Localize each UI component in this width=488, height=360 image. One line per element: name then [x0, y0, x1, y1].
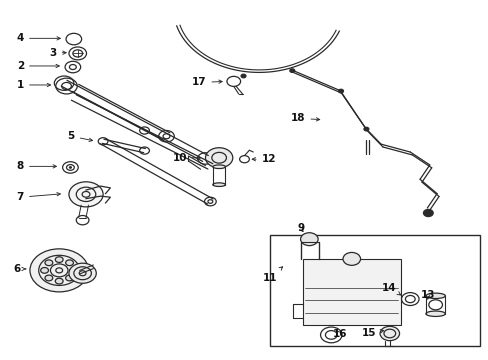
- Text: 17: 17: [191, 77, 222, 87]
- Circle shape: [289, 69, 294, 72]
- Circle shape: [69, 167, 71, 168]
- Text: 6: 6: [13, 264, 26, 274]
- Circle shape: [342, 252, 360, 265]
- Circle shape: [300, 233, 318, 246]
- Text: 7: 7: [17, 192, 60, 202]
- Ellipse shape: [425, 293, 445, 298]
- Bar: [303, 259, 400, 325]
- Circle shape: [379, 326, 399, 341]
- Circle shape: [70, 267, 78, 273]
- Text: 18: 18: [290, 113, 319, 123]
- Text: 16: 16: [332, 329, 346, 339]
- Circle shape: [65, 275, 73, 281]
- Text: 8: 8: [17, 161, 56, 171]
- Circle shape: [69, 263, 96, 283]
- Ellipse shape: [212, 183, 225, 186]
- Circle shape: [30, 249, 88, 292]
- Text: 10: 10: [172, 153, 200, 163]
- Bar: [269, 234, 479, 346]
- Circle shape: [69, 182, 103, 207]
- Text: 3: 3: [49, 48, 66, 58]
- Circle shape: [45, 275, 53, 281]
- Ellipse shape: [212, 165, 225, 168]
- Circle shape: [338, 89, 343, 93]
- Text: 13: 13: [420, 291, 434, 301]
- Ellipse shape: [425, 311, 445, 316]
- Text: 5: 5: [67, 131, 92, 141]
- Text: 11: 11: [263, 267, 282, 283]
- Circle shape: [423, 210, 432, 217]
- Circle shape: [45, 260, 53, 266]
- Circle shape: [55, 278, 63, 284]
- Text: 1: 1: [17, 80, 50, 90]
- Text: 9: 9: [296, 224, 304, 233]
- Circle shape: [55, 257, 63, 262]
- Circle shape: [65, 260, 73, 266]
- Text: 2: 2: [17, 61, 59, 71]
- Text: 4: 4: [17, 33, 60, 43]
- Text: 15: 15: [361, 328, 383, 338]
- Circle shape: [363, 127, 368, 131]
- Text: 14: 14: [381, 283, 400, 295]
- Circle shape: [241, 74, 245, 78]
- Circle shape: [41, 267, 48, 273]
- Text: 12: 12: [252, 154, 276, 164]
- Circle shape: [205, 148, 232, 168]
